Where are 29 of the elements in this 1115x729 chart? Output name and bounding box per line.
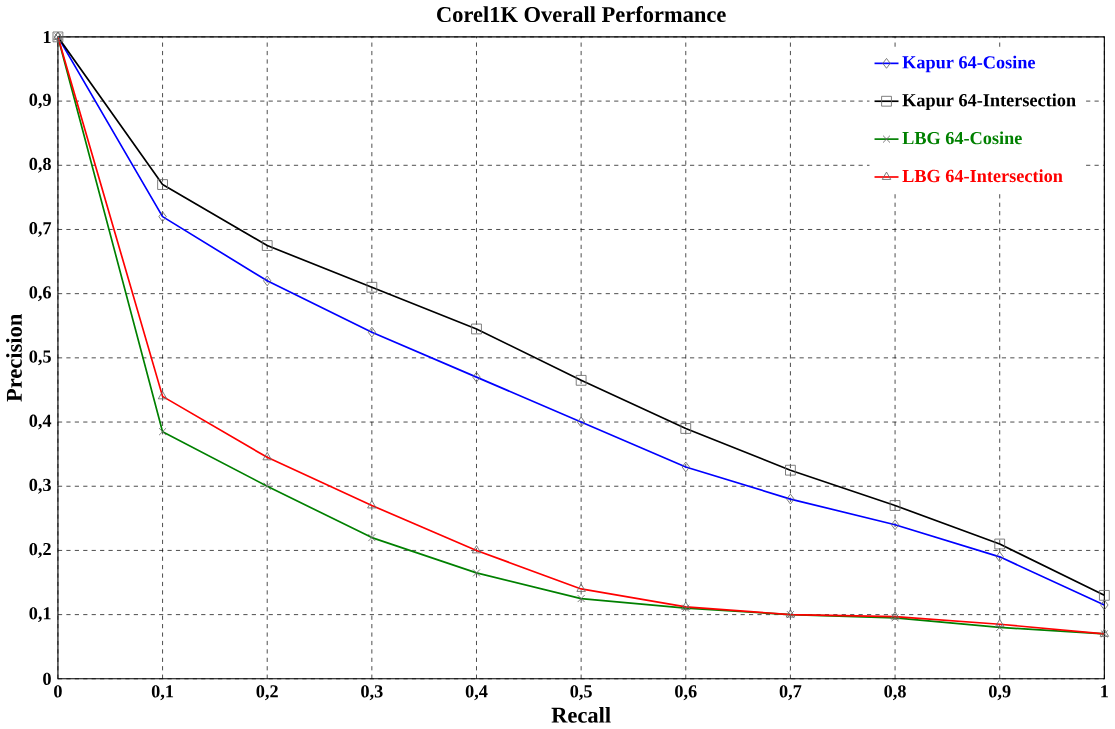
x-tick-label: 0,2 bbox=[256, 685, 278, 701]
y-tick-label: 1 bbox=[43, 30, 51, 43]
x-tick-label: 0 bbox=[54, 685, 62, 698]
x-tick-label: 0,4 bbox=[465, 685, 488, 701]
x-tick-label: 0,3 bbox=[361, 685, 383, 701]
x-tick-label: 1 bbox=[1101, 685, 1108, 698]
y-tick-label: 0,7 bbox=[29, 222, 52, 238]
y-tick-label: 0,1 bbox=[29, 607, 51, 623]
x-tick-label: 0,5 bbox=[570, 685, 592, 701]
y-tick-label: 0,4 bbox=[29, 414, 52, 430]
legend-label: LBG 64-Cosine bbox=[902, 131, 1022, 145]
y-tick-label: 0,3 bbox=[29, 478, 51, 494]
y-tick-label: 0,6 bbox=[29, 286, 52, 302]
x-tick-label: 0,7 bbox=[779, 685, 802, 701]
x-axis-title: Recall bbox=[551, 707, 611, 723]
y-tick-label: 0,9 bbox=[29, 93, 51, 109]
legend-label: LBG 64-Intersection bbox=[902, 169, 1063, 183]
legend-label: Kapur 64-Cosine bbox=[902, 55, 1036, 73]
y-tick-label: 0,2 bbox=[29, 543, 51, 558]
chart-title: Corel1K Overall Performance bbox=[437, 6, 726, 23]
y-axis-title: Precision bbox=[6, 314, 22, 402]
y-tick-label: 0,5 bbox=[29, 350, 51, 366]
y-tick-label: 0 bbox=[43, 672, 51, 686]
x-tick-label: 0,1 bbox=[151, 685, 174, 701]
x-tick-label: 0,8 bbox=[884, 685, 906, 701]
legend-label: Kapur 64-Intersection bbox=[902, 93, 1076, 111]
y-tick-label: 0,8 bbox=[29, 157, 51, 173]
x-tick-label: 0,9 bbox=[989, 685, 1011, 701]
x-tick-label: 0,6 bbox=[675, 685, 697, 701]
